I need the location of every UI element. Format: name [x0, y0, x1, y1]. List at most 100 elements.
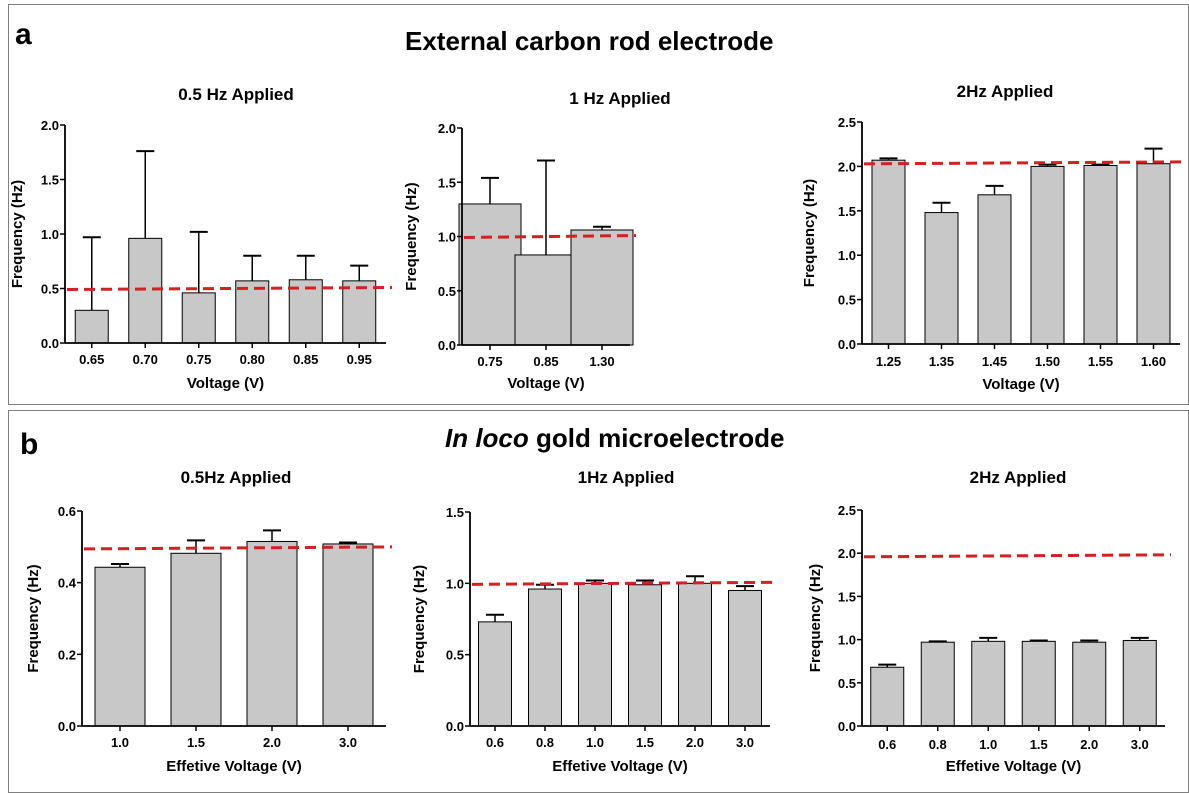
chart3-y-tick-label-5: 2.0	[838, 159, 856, 174]
chart6-y-tick-label-3: 1.0	[838, 633, 856, 648]
chart6-x-tick-label-4: 1.5	[1030, 737, 1048, 752]
chart1-bar-1	[74, 309, 109, 344]
panel-a-letter: a	[15, 18, 32, 51]
chart4-y-tick-label-3: 0.4	[58, 576, 77, 591]
chart4-x-tick-label-4: 3.0	[339, 735, 357, 750]
chart4-y-tick-label-4: 0.6	[58, 504, 76, 519]
chart4-x-tick-label-3: 2.0	[263, 735, 281, 750]
chart5-bar-4	[628, 584, 662, 727]
chart3-x-tick-label-6: 1.60	[1141, 354, 1166, 369]
chart4-bar-2	[170, 552, 222, 727]
chart6-x-tick-label-1: 0.6	[878, 737, 896, 752]
chart3-y-axis-label: Frequency (Hz)	[801, 179, 818, 287]
chart4-x-tick-label-1: 1.0	[111, 735, 129, 750]
chart4-x-axis-label: Effetive Voltage (V)	[166, 758, 302, 775]
chart4-bar-3	[246, 540, 298, 727]
chart2-bar-1	[458, 203, 522, 346]
chart5-bar-5	[678, 582, 712, 727]
panel-b-title-italic: In loco	[445, 423, 529, 453]
chart6-bar-2	[920, 641, 955, 727]
chart2-reference-line	[463, 234, 637, 239]
chart1-y-axis-label: Frequency (Hz)	[9, 180, 26, 288]
panel-b-letter: b	[20, 428, 39, 461]
panel-a-title: External carbon rod electrode	[405, 26, 774, 56]
chart2-x-axis-label: Voltage (V)	[507, 375, 584, 392]
chart2-title: 1 Hz Applied	[569, 89, 670, 108]
chart2-y-tick-label-4: 1.5	[438, 175, 456, 190]
chart3-y-tick-label-6: 2.5	[838, 115, 856, 130]
chart6-y-tick-label-1: 0.0	[838, 719, 856, 734]
chart4-x-tick-label-2: 1.5	[187, 735, 205, 750]
chart2-y-axis-label: Frequency (Hz)	[403, 182, 420, 290]
chart1-x-tick-label-5: 0.85	[293, 352, 318, 367]
chart1-y-tick-label-2: 0.5	[41, 282, 59, 297]
chart5-x-tick-label-5: 2.0	[686, 735, 704, 750]
chart5-y-tick-label-2: 0.5	[446, 648, 464, 663]
chart6-y-tick-label-5: 2.0	[838, 546, 856, 561]
chart5-y-axis-label: Frequency (Hz)	[411, 565, 428, 673]
chart5-x-axis-label: Effetive Voltage (V)	[552, 758, 688, 775]
chart5-y-tick-label-4: 1.5	[446, 505, 464, 520]
chart3-bar-2	[924, 212, 959, 345]
chart1-bar-6	[342, 280, 377, 344]
chart6-x-tick-label-2: 0.8	[929, 737, 947, 752]
chart5-y-tick-label-1: 0.0	[446, 719, 464, 734]
chart3-reference-line	[863, 160, 1187, 166]
chart2-x-tick-label-2: 0.85	[533, 354, 558, 369]
chart5-x-tick-label-3: 1.0	[586, 735, 604, 750]
chart3-bar-4	[1030, 165, 1065, 345]
chart6-title: 2Hz Applied	[970, 468, 1067, 487]
chart1-x-tick-label-6: 0.95	[347, 352, 372, 367]
chart6-y-tick-label-2: 0.5	[838, 676, 856, 691]
chart6-x-tick-label-6: 3.0	[1131, 737, 1149, 752]
chart1-x-axis-label: Voltage (V)	[187, 375, 264, 392]
chart3-bar-1	[871, 159, 906, 345]
chart1-x-tick-label-2: 0.70	[133, 352, 158, 367]
chart6-bar-4	[1021, 640, 1056, 727]
chart3-y-tick-label-4: 1.5	[838, 204, 856, 219]
chart4-title: 0.5Hz Applied	[181, 468, 292, 487]
chart5-bar-6	[728, 589, 762, 727]
chart6-x-axis-label: Effetive Voltage (V)	[946, 758, 1082, 775]
chart1-bar-3	[181, 292, 216, 344]
chart6-bar-6	[1122, 639, 1157, 727]
chart1-x-tick-label-1: 0.65	[79, 352, 104, 367]
chart6-y-axis-label: Frequency (Hz)	[807, 564, 824, 672]
chart6-x-tick-label-5: 2.0	[1080, 737, 1098, 752]
chart2-y-tick-label-1: 0.0	[438, 338, 456, 353]
chart3-x-tick-label-3: 1.45	[982, 354, 1007, 369]
chart5-bar-2	[528, 588, 562, 727]
chart6-reference-line	[863, 553, 1172, 559]
chart3-bar-6	[1136, 163, 1171, 345]
chart4-bar-1	[94, 566, 146, 727]
chart5-x-tick-label-2: 0.8	[536, 735, 554, 750]
chart1-x-tick-label-4: 0.80	[240, 352, 265, 367]
chart3-x-tick-label-2: 1.35	[929, 354, 954, 369]
chart4-y-tick-label-1: 0.0	[58, 719, 76, 734]
chart5-x-tick-label-1: 0.6	[486, 735, 504, 750]
chart3-bar-5	[1083, 165, 1118, 345]
chart3-y-tick-label-2: 0.5	[838, 293, 856, 308]
chart6-x-tick-label-3: 1.0	[979, 737, 997, 752]
chart1-bar-4	[235, 280, 270, 344]
chart3-x-tick-label-4: 1.50	[1035, 354, 1060, 369]
chart2-y-tick-label-5: 2.0	[438, 121, 456, 136]
chart2-x-tick-label-3: 1.30	[589, 354, 614, 369]
chart5-bar-1	[478, 621, 512, 727]
chart6-y-tick-label-6: 2.5	[838, 503, 856, 518]
chart3-x-tick-label-1: 1.25	[876, 354, 901, 369]
chart2-y-tick-label-3: 1.0	[438, 230, 456, 245]
chart3-y-tick-label-3: 1.0	[838, 248, 856, 263]
chart5-bar-3	[578, 582, 612, 727]
chart2-bar-2	[514, 254, 578, 346]
chart2-x-tick-label-1: 0.75	[477, 354, 502, 369]
chart3-title: 2Hz Applied	[957, 82, 1054, 101]
chart1-bar-2	[128, 237, 163, 344]
panel-b-title-rest: gold microelectrode	[528, 423, 785, 453]
chart5-title: 1Hz Applied	[578, 468, 675, 487]
chart4-reference-line	[83, 545, 393, 551]
chart3-x-axis-label: Voltage (V)	[982, 376, 1059, 393]
chart1-y-tick-label-1: 0.0	[41, 336, 59, 351]
chart2-y-tick-label-2: 0.5	[438, 284, 456, 299]
